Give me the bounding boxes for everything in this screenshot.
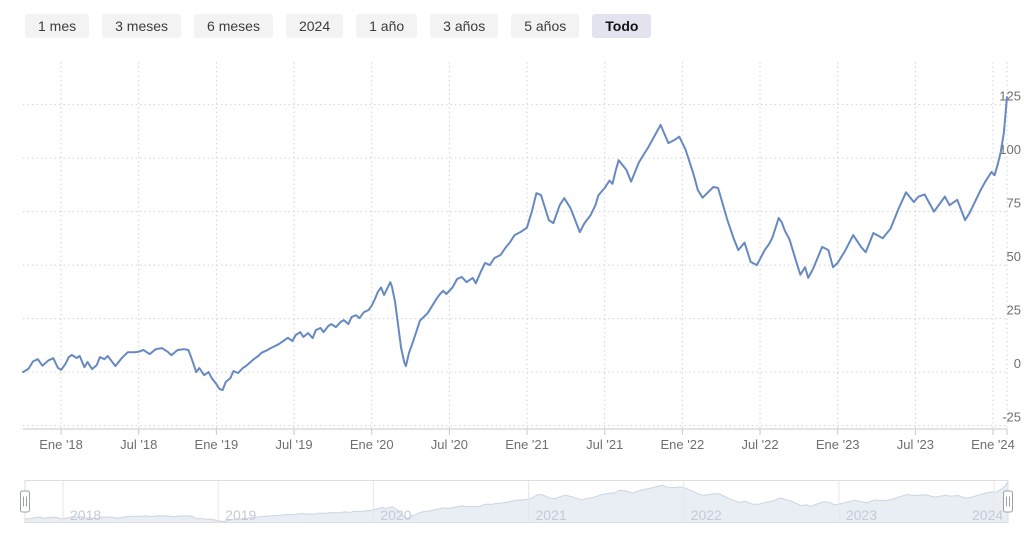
navigator-year-label: 2024	[972, 507, 1003, 523]
range-selector: 1 mes 3 meses 6 meses 2024 1 año 3 años 5 años…	[25, 14, 652, 38]
range-button-todo[interactable]: Todo	[592, 14, 652, 38]
x-axis-label: Ene '23	[816, 437, 860, 452]
x-axis-label: Ene '20	[350, 437, 394, 452]
navigator-year-label: 2018	[70, 507, 101, 523]
x-axis-label: Jul '21	[586, 437, 623, 452]
x-axis-label: Ene '18	[39, 437, 83, 452]
handle-grip-body[interactable]	[1003, 490, 1013, 513]
navigator-year-label: 2021	[536, 507, 567, 523]
x-axis-label: Ene '24	[971, 437, 1015, 452]
y-axis-label: 25	[1007, 303, 1021, 318]
range-button-1-mes[interactable]: 1 mes	[25, 14, 90, 38]
x-axis-label: Ene '21	[505, 437, 549, 452]
x-axis-label: Jul '19	[275, 437, 312, 452]
navigator-left-handle[interactable]	[20, 490, 30, 513]
y-axis-label: 100	[999, 142, 1021, 157]
navigator-line	[24, 481, 1009, 523]
x-axis-label: Jul '20	[431, 437, 468, 452]
plot-hover-area[interactable]	[23, 62, 1007, 429]
x-axis-label: Jul '18	[120, 437, 157, 452]
x-axis-label: Ene '22	[661, 437, 705, 452]
navigator-right-handle[interactable]	[1003, 490, 1013, 513]
y-axis-label: 75	[1007, 196, 1021, 211]
navigator[interactable]: 2018 2019 2020 2021 2022 2023 2024	[20, 480, 1013, 524]
handle-grip-body[interactable]	[20, 490, 30, 513]
price-line-series	[22, 96, 1008, 392]
y-axis-label: 125	[999, 89, 1021, 104]
navigator-year-label: 2022	[691, 507, 722, 523]
y-axis-label: 0	[1014, 356, 1021, 371]
navigator-year-label: 2023	[846, 507, 877, 523]
range-button-6-meses[interactable]: 6 meses	[194, 14, 273, 38]
range-button-5-años[interactable]: 5 años	[511, 14, 580, 38]
x-axis-label: Jul '22	[741, 437, 778, 452]
range-button-1-año[interactable]: 1 año	[356, 14, 418, 38]
navigator-year-label: 2020	[380, 507, 411, 523]
x-axis-label: Jul '23	[897, 437, 934, 452]
range-button-3-años[interactable]: 3 años	[430, 14, 499, 38]
x-axis-label: Ene '19	[195, 437, 239, 452]
y-axis-label: 50	[1007, 249, 1021, 264]
navigator-year-label: 2019	[225, 507, 256, 523]
range-button-2024[interactable]: 2024	[285, 14, 344, 38]
range-button-3-meses[interactable]: 3 meses	[102, 14, 182, 38]
navigator-area	[25, 481, 1008, 523]
